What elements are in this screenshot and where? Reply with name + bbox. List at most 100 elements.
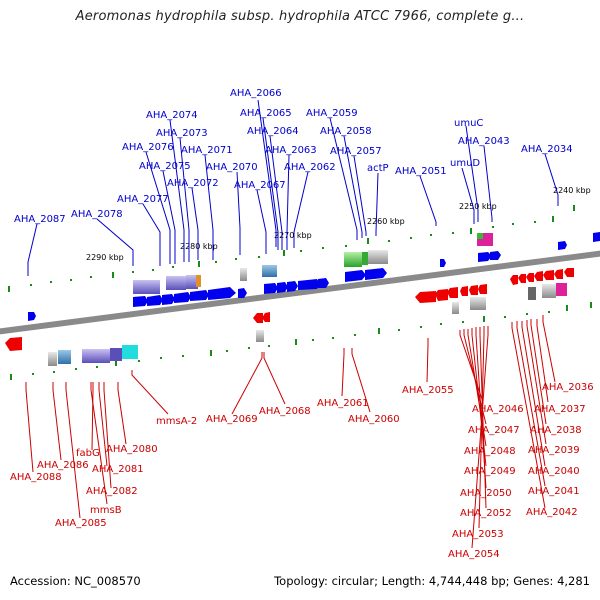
tick-rows bbox=[8, 205, 592, 380]
domain-box bbox=[240, 268, 247, 281]
gene-label: AHA_2046 bbox=[472, 404, 524, 415]
domain-box bbox=[82, 349, 110, 363]
gene-arrow bbox=[345, 270, 366, 282]
gene-label: AHA_2066 bbox=[230, 88, 282, 99]
gene-arrow bbox=[5, 337, 22, 351]
kbp-label: 2240 kbp bbox=[553, 186, 591, 195]
gene-label: AHA_2050 bbox=[460, 488, 512, 499]
gene-label: AHA_2076 bbox=[122, 142, 174, 153]
gene-arrow bbox=[147, 295, 163, 306]
domain-annotations bbox=[48, 233, 567, 366]
gene-arrow bbox=[518, 274, 526, 283]
gene-label: AHA_2048 bbox=[464, 446, 516, 457]
gene-label: AHA_2062 bbox=[284, 162, 336, 173]
gene-arrow bbox=[447, 287, 458, 298]
bottom-gene-labels: AHA_2055 AHA_2036 mmsA-2 AHA_2061 AHA_20… bbox=[10, 382, 594, 560]
gene-arrow bbox=[28, 312, 36, 321]
gene-label: AHA_2040 bbox=[528, 466, 580, 477]
gene-label: AHA_2085 bbox=[55, 518, 107, 529]
gene-label: AHA_2078 bbox=[71, 209, 123, 220]
gene-label: AHA_2047 bbox=[468, 425, 520, 436]
gene-label: AHA_2073 bbox=[156, 128, 208, 139]
gene-label: AHA_2086 bbox=[37, 460, 89, 471]
domain-box bbox=[196, 275, 201, 287]
gene-arrow bbox=[190, 290, 209, 301]
gene-label: AHA_2077 bbox=[117, 194, 169, 205]
gene-arrow bbox=[365, 268, 387, 280]
gene-label: AHA_2081 bbox=[92, 464, 144, 475]
gene-arrow bbox=[298, 279, 320, 290]
gene-arrow bbox=[593, 232, 600, 242]
domain-box bbox=[528, 287, 536, 300]
gene-arrow bbox=[238, 288, 247, 298]
gene-arrow bbox=[318, 278, 329, 288]
domain-box bbox=[48, 352, 57, 366]
gene-label: mmsA-2 bbox=[156, 416, 197, 427]
gene-label: AHA_2049 bbox=[464, 466, 516, 477]
domain-box bbox=[110, 348, 122, 361]
gene-label: AHA_2082 bbox=[86, 486, 138, 497]
domain-box bbox=[362, 252, 368, 265]
gene-label: AHA_2075 bbox=[139, 161, 191, 172]
gene-label: umuD bbox=[450, 158, 480, 169]
gene-arrow bbox=[208, 287, 236, 300]
gene-arrow bbox=[490, 251, 501, 260]
gene-label: AHA_2080 bbox=[106, 444, 158, 455]
forward-strand-genes bbox=[28, 232, 600, 321]
gene-arrow bbox=[478, 252, 492, 262]
kbp-label: 2290 kbp bbox=[86, 253, 124, 262]
gene-label: AHA_2036 bbox=[542, 382, 594, 393]
gene-arrow bbox=[415, 291, 436, 303]
gene-label: AHA_2054 bbox=[448, 549, 500, 560]
gene-arrow bbox=[440, 259, 446, 267]
gene-label: AHA_2058 bbox=[320, 126, 372, 137]
gene-label: AHA_2061 bbox=[317, 398, 369, 409]
gene-label: AHA_2053 bbox=[452, 529, 504, 540]
gene-arrow bbox=[534, 271, 543, 281]
kbp-label: 2270 kbp bbox=[274, 231, 312, 240]
gene-label: AHA_2070 bbox=[206, 162, 258, 173]
domain-box bbox=[133, 280, 160, 294]
gene-arrow bbox=[435, 289, 448, 301]
gene-label: AHA_2041 bbox=[528, 486, 580, 497]
gene-arrow bbox=[174, 292, 191, 303]
gene-arrow bbox=[564, 268, 574, 277]
domain-box bbox=[58, 350, 71, 364]
gene-label: AHA_2064 bbox=[247, 126, 299, 137]
lower-tick-row bbox=[10, 302, 592, 380]
gene-label: AHA_2065 bbox=[240, 108, 292, 119]
top-gene-labels: AHA_2066 AHA_2074 AHA_2065 AHA_2059 umuC… bbox=[14, 88, 573, 225]
domain-box bbox=[452, 302, 459, 314]
gene-label: AHA_2088 bbox=[10, 472, 62, 483]
chromosome-backbone bbox=[0, 250, 600, 335]
gene-arrow bbox=[287, 281, 298, 292]
domain-box bbox=[256, 330, 264, 342]
gene-arrow bbox=[543, 270, 554, 280]
domain-box bbox=[477, 233, 483, 239]
kbp-label: 2260 kbp bbox=[367, 217, 405, 226]
gene-arrow bbox=[478, 284, 487, 294]
genome-title: Aeromonas hydrophila subsp. hydrophila A… bbox=[75, 9, 525, 24]
gene-arrow bbox=[469, 285, 478, 295]
domain-box bbox=[186, 275, 198, 289]
gene-arrow bbox=[264, 283, 278, 294]
gene-label: umuC bbox=[454, 118, 483, 129]
gene-arrow bbox=[277, 282, 288, 293]
gene-label: AHA_2072 bbox=[167, 178, 219, 189]
gene-arrow bbox=[460, 286, 468, 296]
gene-arrow bbox=[262, 312, 270, 322]
gene-label: AHA_2074 bbox=[146, 110, 198, 121]
gene-label: AHA_2068 bbox=[259, 406, 311, 417]
top-leader-lines bbox=[27, 99, 559, 276]
topology-text: Topology: circular; Length: 4,744,448 bp… bbox=[274, 574, 590, 588]
gene-arrow bbox=[526, 273, 534, 282]
domain-box bbox=[344, 252, 362, 267]
gene-label: AHA_2069 bbox=[206, 414, 258, 425]
gene-label: AHA_2063 bbox=[265, 145, 317, 156]
gene-label: AHA_2071 bbox=[181, 145, 233, 156]
gene-label: AHA_2042 bbox=[526, 507, 578, 518]
gene-label: AHA_2052 bbox=[460, 508, 512, 519]
gene-arrow bbox=[554, 269, 563, 279]
